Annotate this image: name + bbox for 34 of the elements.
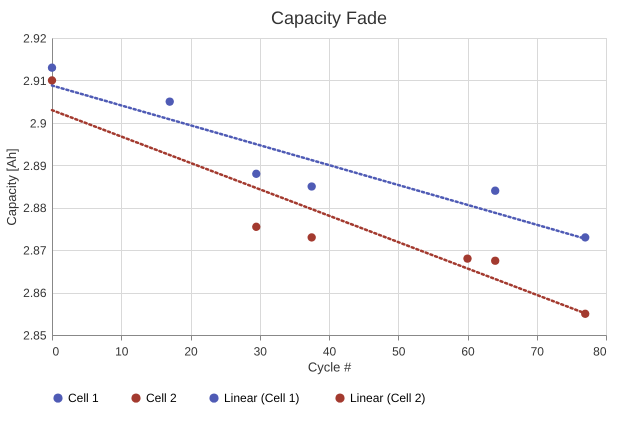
- x-tick-label: 10: [115, 344, 129, 358]
- x-axis-title: Cycle #: [308, 360, 352, 374]
- legend-label: Linear (Cell 2): [350, 391, 426, 406]
- x-tick-label: 60: [461, 344, 475, 358]
- legend-label: Linear (Cell 1): [224, 391, 300, 406]
- x-tick-label: 40: [322, 344, 336, 358]
- y-tick-label: 2.85: [23, 328, 47, 342]
- point: [48, 64, 56, 72]
- y-tick-label: 2.89: [23, 158, 47, 173]
- x-tick-label: 70: [530, 344, 544, 358]
- y-axis-title: Capacity [Ah]: [4, 148, 20, 226]
- legend-label: Cell 2: [146, 391, 178, 406]
- x-tick-label: 0: [52, 344, 60, 358]
- point: [48, 76, 56, 85]
- point: [463, 254, 472, 263]
- chart-title: Capacity Fade: [270, 8, 388, 28]
- point: [491, 186, 500, 195]
- point: [252, 170, 260, 178]
- point: [166, 97, 174, 106]
- point: [308, 182, 316, 191]
- legend-label: Cell 1: [68, 391, 100, 406]
- y-tick-label: 2.86: [23, 286, 47, 300]
- y-tick-label: 2.92: [23, 32, 47, 46]
- y-tick-label: 2.9: [30, 116, 47, 130]
- x-tick-label: 30: [254, 344, 268, 358]
- y-tick-label: 2.91: [23, 74, 47, 88]
- point: [491, 256, 500, 265]
- point: [308, 233, 316, 242]
- y-tick-label: 2.88: [23, 201, 47, 216]
- x-tick-label: 20: [184, 344, 198, 358]
- point: [252, 222, 260, 231]
- y-tick-label: 2.87: [23, 244, 47, 258]
- x-tick-label: 80: [593, 344, 607, 358]
- x-tick-label: 50: [392, 344, 406, 358]
